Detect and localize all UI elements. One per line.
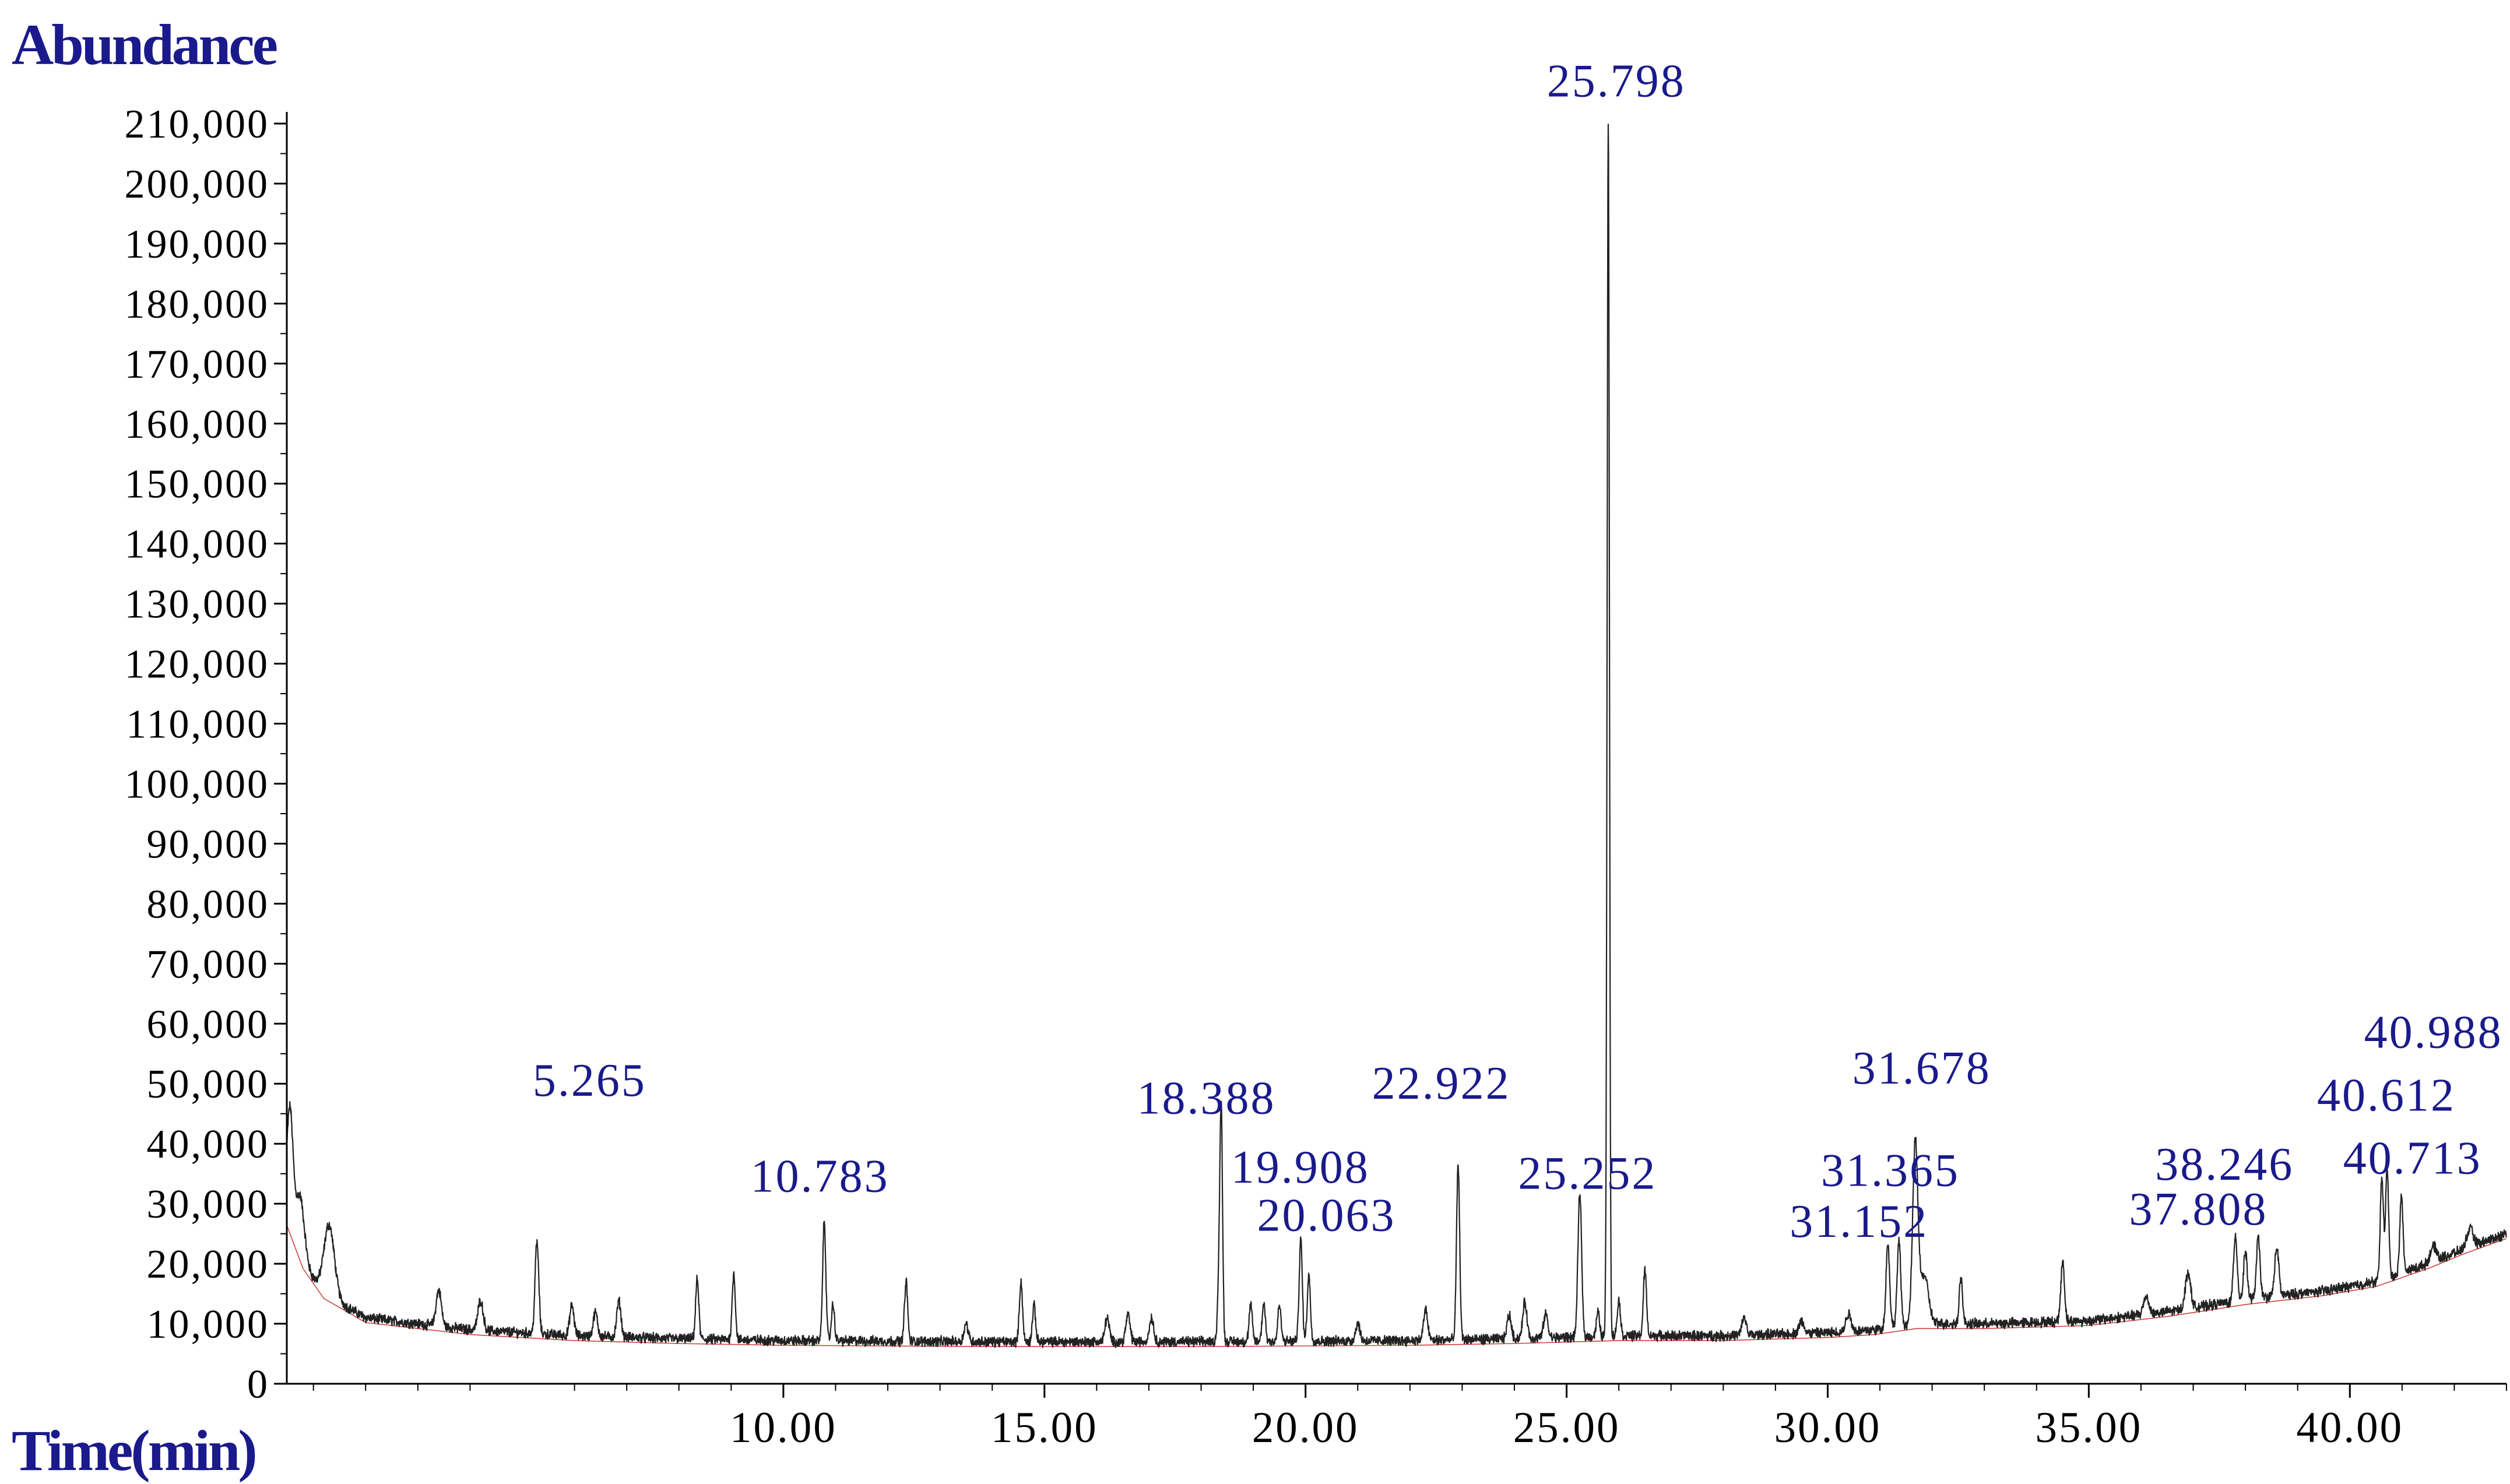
axes-group — [286, 112, 2507, 1385]
x-tick-label: 15.00 — [991, 1404, 1098, 1452]
y-tick-label: 50,000 — [147, 1062, 270, 1107]
y-axis-title-group: Abundance — [12, 12, 279, 77]
y-tick-group: 0 10,000 20,000 30,000 40,000 50,000 60,000 70,… — [125, 102, 287, 1407]
peak-label: 31.678 — [1852, 1043, 1991, 1094]
y-tick-label: 180,000 — [125, 282, 270, 327]
y-tick-label: 210,000 — [125, 102, 270, 147]
x-tick-label: 20.00 — [1252, 1404, 1359, 1452]
y-tick-label: 80,000 — [147, 882, 270, 927]
y-tick-label: 90,000 — [147, 822, 270, 867]
peak-label: 25.252 — [1518, 1148, 1657, 1199]
peak-label: 19.908 — [1231, 1142, 1370, 1193]
x-tick-group: 10.00 15.00 20.00 25.00 30.00 35.00 40.00 — [312, 1384, 2507, 1452]
peak-label: 25.798 — [1547, 56, 1686, 107]
x-tick-label: 35.00 — [2035, 1404, 2142, 1452]
y-tick-label: 150,000 — [125, 462, 270, 507]
y-tick-label: 170,000 — [125, 342, 270, 387]
y-tick-label: 160,000 — [125, 402, 270, 447]
chromatogram-trace-line — [286, 124, 2507, 1348]
x-tick-label: 25.00 — [1513, 1404, 1620, 1452]
y-tick-label: 110,000 — [126, 702, 269, 747]
integration-baseline-group — [287, 1226, 2507, 1347]
y-tick-label: 140,000 — [125, 522, 270, 567]
peak-label: 18.388 — [1137, 1073, 1276, 1124]
y-tick-label: 200,000 — [125, 162, 270, 207]
peak-label: 40.713 — [2343, 1133, 2482, 1184]
y-tick-label: 40,000 — [147, 1122, 270, 1167]
y-tick-label: 130,000 — [125, 582, 270, 627]
peak-label: 31.365 — [1821, 1145, 1960, 1196]
y-tick-label: 120,000 — [125, 642, 270, 687]
y-tick-label: 70,000 — [147, 942, 270, 987]
chromatogram-trace-group — [286, 124, 2507, 1348]
x-axis-title: Time(min) — [12, 1418, 255, 1483]
peak-label: 37.808 — [2129, 1184, 2268, 1235]
y-axis-title: Abundance — [12, 12, 277, 77]
peak-label: 22.922 — [1372, 1058, 1511, 1109]
peak-label: 10.783 — [751, 1151, 890, 1202]
y-tick-label: 100,000 — [125, 762, 270, 807]
peak-label: 40.988 — [2364, 1007, 2503, 1059]
peak-label: 20.063 — [1257, 1190, 1396, 1242]
y-tick-label: 10,000 — [147, 1302, 270, 1347]
y-tick-label: 190,000 — [125, 222, 270, 267]
x-tick-label: 10.00 — [730, 1404, 837, 1452]
x-axis-title-group: Time(min) — [12, 1418, 258, 1483]
x-tick-label: 30.00 — [1774, 1404, 1882, 1452]
y-tick-label: 0 — [247, 1362, 269, 1407]
y-tick-label: 30,000 — [147, 1182, 270, 1227]
y-tick-label: 20,000 — [147, 1242, 270, 1287]
peak-label: 40.612 — [2317, 1070, 2456, 1121]
x-tick-label: 40.00 — [2296, 1404, 2403, 1452]
peak-label: 31.152 — [1790, 1196, 1928, 1247]
integration-baseline-line — [287, 1226, 2507, 1347]
peak-label: 5.265 — [533, 1055, 646, 1106]
peak-label: 38.246 — [2155, 1139, 2294, 1190]
y-tick-label: 60,000 — [147, 1002, 270, 1047]
